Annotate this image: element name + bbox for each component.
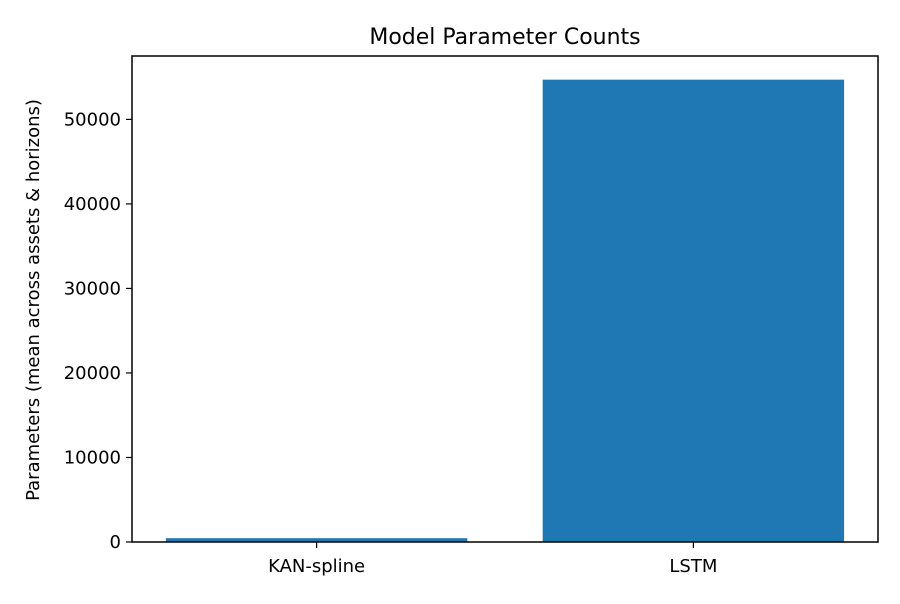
ticks-layer: KAN-spline LSTM 0 10000 20000 30000 40000 50000 xyxy=(64,109,718,577)
bar-lstm xyxy=(542,79,845,543)
x-tick-label: KAN-spline xyxy=(268,556,365,577)
y-axis-label: Parameters (mean across assets & horizon… xyxy=(23,99,44,501)
y-tick-label: 20000 xyxy=(64,363,121,384)
plot-area-frame xyxy=(131,55,879,543)
y-tick-label: 40000 xyxy=(64,194,121,215)
y-tick-label: 30000 xyxy=(64,278,121,299)
chart-title: Model Parameter Counts xyxy=(369,25,640,50)
y-tick-label: 10000 xyxy=(64,447,121,468)
y-tick-label: 0 xyxy=(110,532,121,553)
y-tick-label: 50000 xyxy=(64,109,121,130)
bars-layer xyxy=(165,79,845,543)
x-tick-label: LSTM xyxy=(669,556,717,577)
bar-kan-spline xyxy=(165,538,468,542)
